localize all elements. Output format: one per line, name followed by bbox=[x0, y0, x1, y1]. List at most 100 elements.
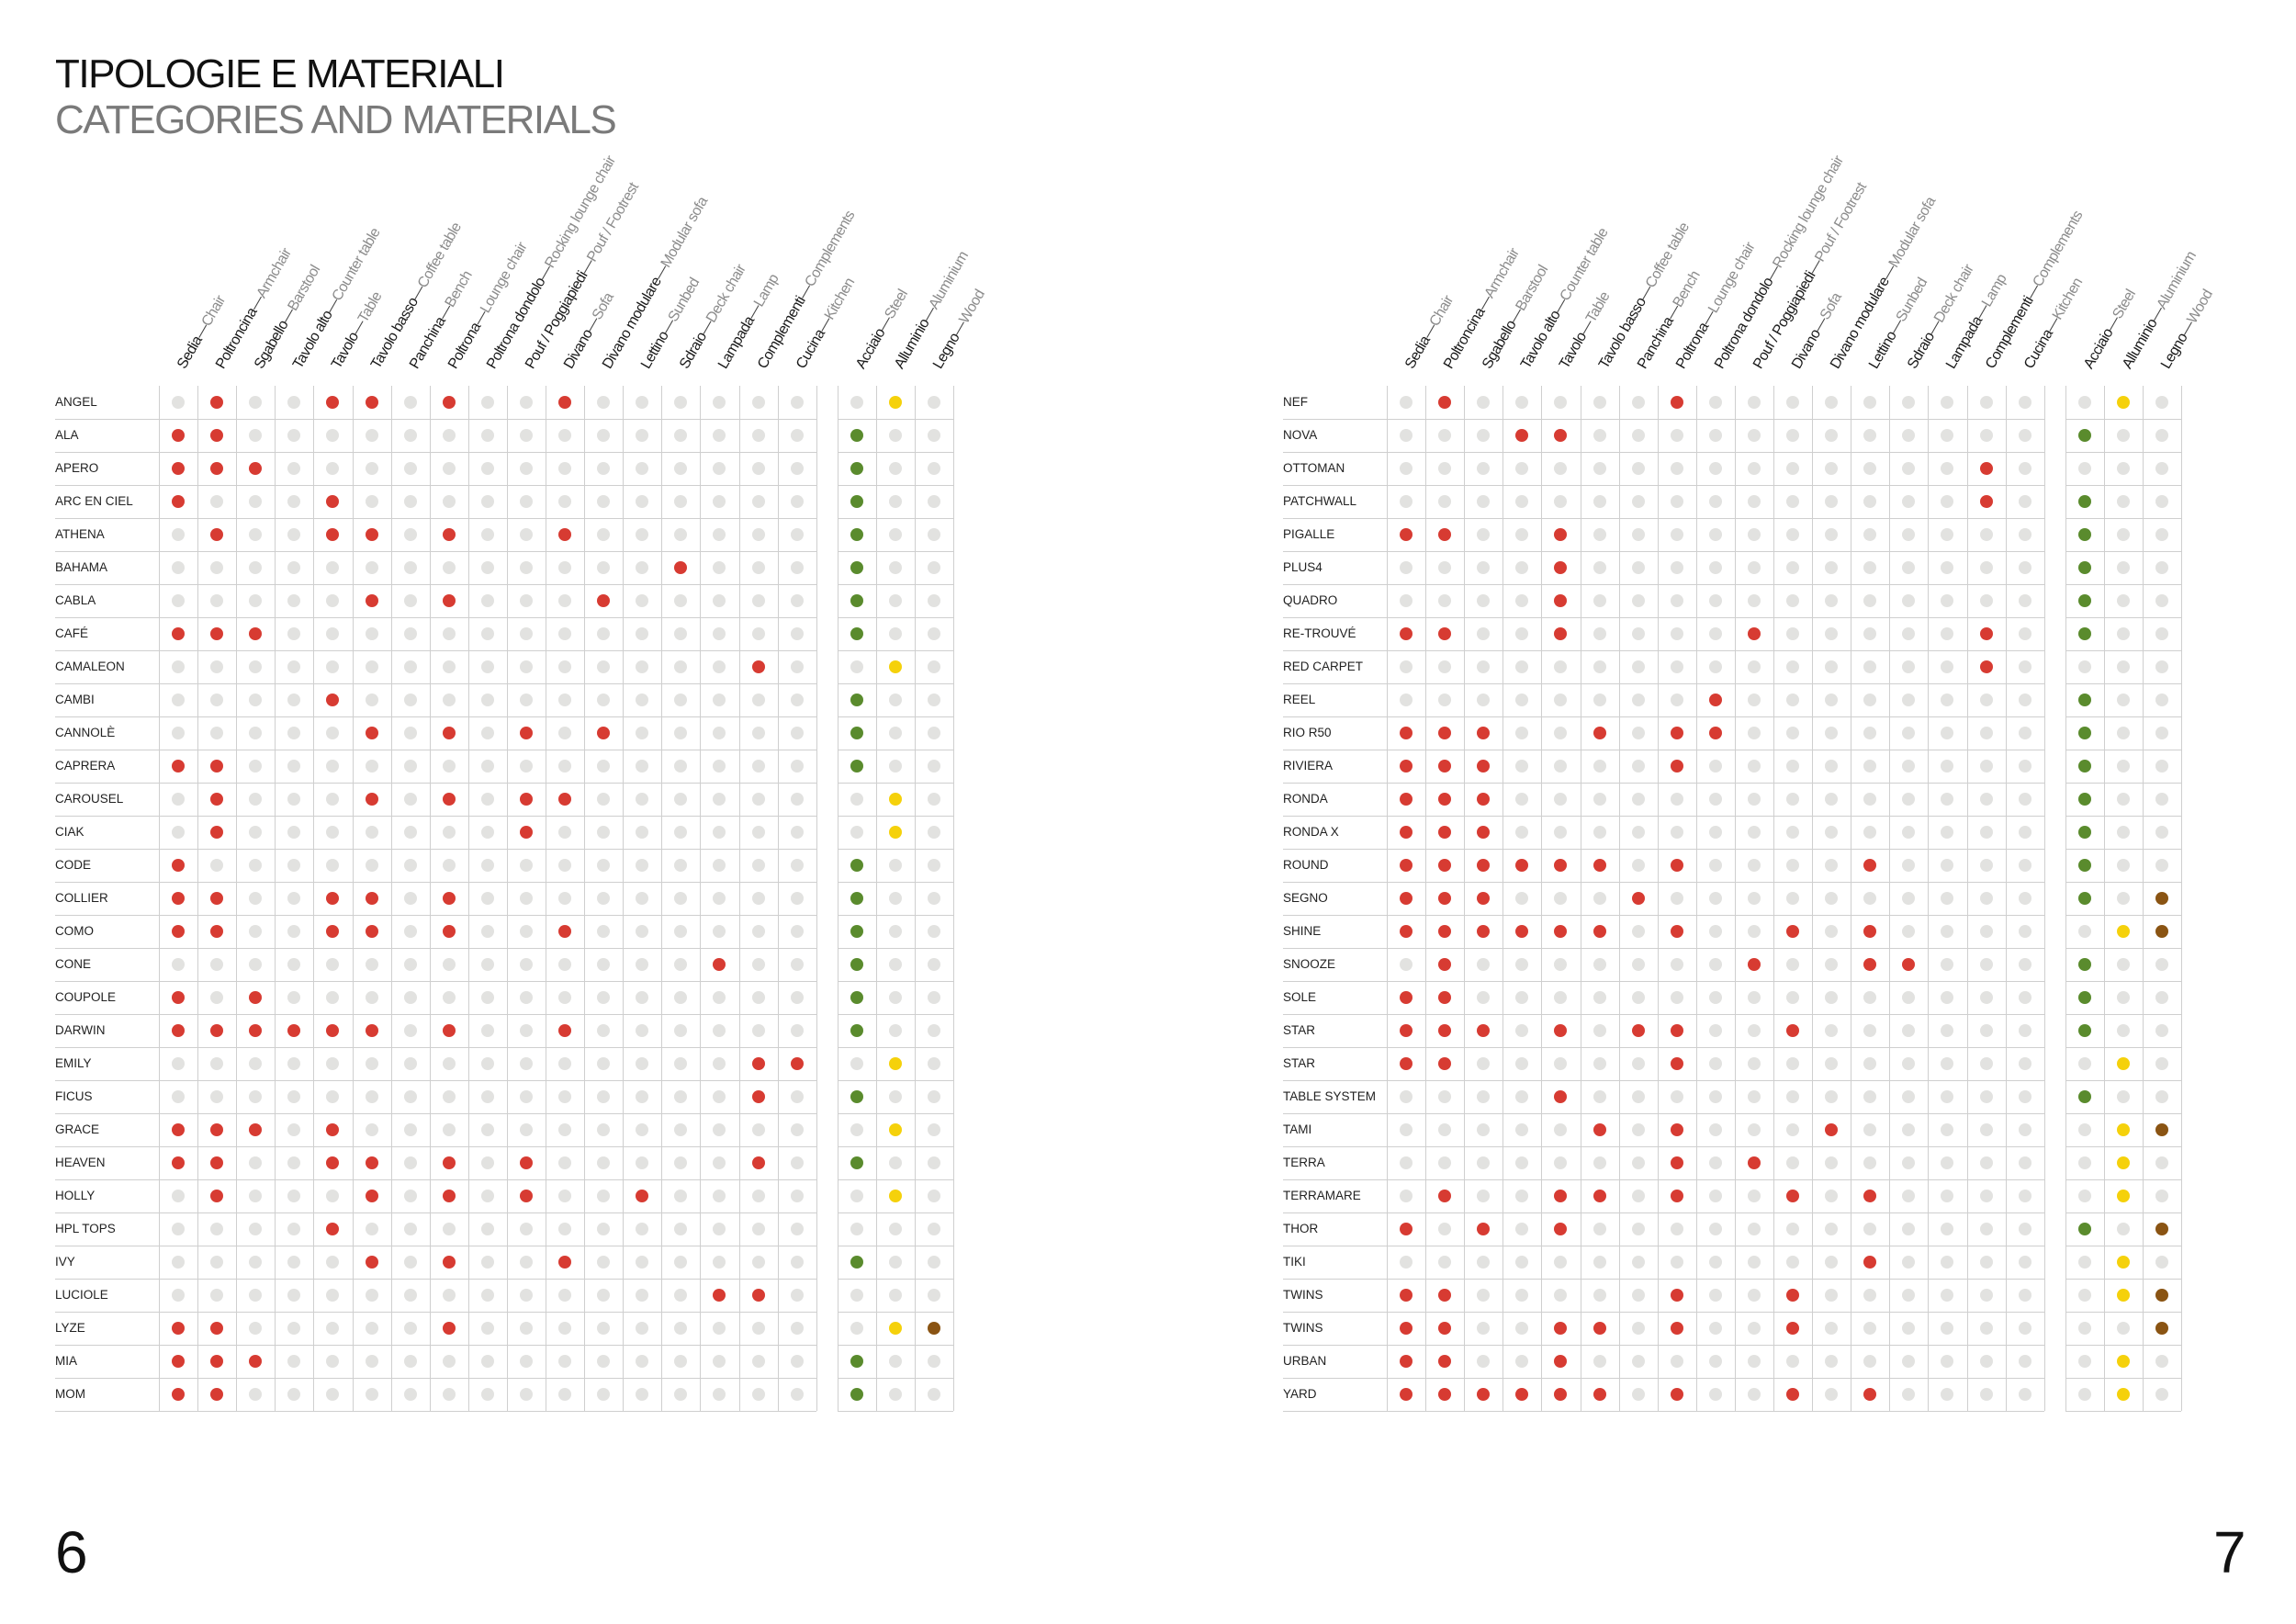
material-dot-empty bbox=[927, 1057, 940, 1070]
category-dot-empty bbox=[1941, 594, 1954, 607]
category-dot-filled bbox=[790, 1057, 804, 1070]
row-divider bbox=[2065, 783, 2181, 784]
category-dot-empty bbox=[442, 859, 456, 872]
category-dot-empty bbox=[674, 1355, 688, 1368]
material-dot-empty bbox=[888, 859, 902, 872]
category-dot-empty bbox=[480, 826, 494, 839]
category-dot-empty bbox=[1670, 462, 1683, 475]
material-dot-empty bbox=[2155, 1057, 2168, 1070]
category-dot-empty bbox=[1438, 561, 1452, 574]
category-dot-empty bbox=[597, 429, 611, 442]
category-dot-empty bbox=[1863, 826, 1877, 839]
category-dot-empty bbox=[172, 1090, 186, 1103]
row-divider bbox=[837, 948, 953, 949]
product-name: PIGALLE bbox=[1283, 527, 1335, 541]
category-dot-empty bbox=[1747, 727, 1761, 739]
category-dot-empty bbox=[2018, 396, 2032, 409]
category-dot-empty bbox=[674, 1289, 688, 1302]
category-dot-empty bbox=[751, 1388, 765, 1401]
material-dot-empty bbox=[2077, 1256, 2091, 1269]
category-dot-empty bbox=[1902, 660, 1916, 673]
category-dot-empty bbox=[558, 1289, 572, 1302]
category-dot-empty bbox=[2018, 859, 2032, 872]
category-dot-empty bbox=[287, 826, 301, 839]
category-dot-empty bbox=[1902, 991, 1916, 1004]
category-dot-filled bbox=[597, 594, 611, 607]
category-dot-empty bbox=[1708, 1123, 1722, 1136]
category-dot-empty bbox=[1825, 396, 1839, 409]
category-dot-empty bbox=[1979, 793, 1993, 806]
product-name: TWINS bbox=[1283, 1321, 1323, 1335]
material-dot-wood bbox=[2155, 925, 2168, 938]
category-dot-empty bbox=[365, 660, 378, 673]
category-dot-empty bbox=[1747, 925, 1761, 938]
category-dot-empty bbox=[1902, 1322, 1916, 1335]
category-dot-empty bbox=[287, 958, 301, 971]
category-dot-empty bbox=[1786, 859, 1800, 872]
category-dot-empty bbox=[1825, 793, 1839, 806]
category-dot-empty bbox=[287, 1090, 301, 1103]
grid-column-divider bbox=[953, 386, 954, 1411]
product-name: NOVA bbox=[1283, 428, 1318, 442]
category-dot-empty bbox=[326, 760, 340, 773]
category-dot-filled bbox=[1400, 826, 1413, 839]
row-divider bbox=[837, 1378, 953, 1379]
category-dot-empty bbox=[790, 694, 804, 706]
category-dot-empty bbox=[1631, 396, 1645, 409]
material-dot-empty bbox=[2116, 760, 2130, 773]
category-dot-empty bbox=[442, 760, 456, 773]
category-dot-empty bbox=[326, 1057, 340, 1070]
category-dot-empty bbox=[1747, 1355, 1761, 1368]
category-dot-empty bbox=[1515, 958, 1529, 971]
material-dot-empty bbox=[927, 660, 940, 673]
category-dot-filled bbox=[1670, 1024, 1683, 1037]
category-dot-empty bbox=[403, 1355, 417, 1368]
category-dot-empty bbox=[403, 1223, 417, 1235]
category-dot-empty bbox=[751, 429, 765, 442]
category-dot-empty bbox=[403, 1256, 417, 1269]
row-divider bbox=[1283, 1279, 2044, 1280]
category-dot-empty bbox=[1825, 1322, 1839, 1335]
category-dot-empty bbox=[1979, 1256, 1993, 1269]
row-divider bbox=[2065, 485, 2181, 486]
category-dot-empty bbox=[674, 1388, 688, 1401]
material-dot-empty bbox=[927, 826, 940, 839]
category-dot-empty bbox=[636, 793, 649, 806]
category-dot-filled bbox=[674, 561, 688, 574]
category-dot-empty bbox=[1941, 694, 1954, 706]
row-divider bbox=[837, 1212, 953, 1213]
material-dot-empty bbox=[2155, 396, 2168, 409]
category-dot-empty bbox=[480, 793, 494, 806]
category-dot-empty bbox=[442, 660, 456, 673]
material-dot-empty bbox=[2155, 793, 2168, 806]
grid-column-divider bbox=[1695, 386, 1697, 1411]
category-dot-filled bbox=[558, 1256, 572, 1269]
category-dot-empty bbox=[172, 528, 186, 541]
category-dot-empty bbox=[674, 1223, 688, 1235]
category-dot-empty bbox=[713, 528, 726, 541]
category-dot-empty bbox=[1400, 694, 1413, 706]
grid-column-divider bbox=[236, 386, 238, 1411]
material-dot-empty bbox=[2116, 462, 2130, 475]
category-dot-empty bbox=[713, 1256, 726, 1269]
product-name: RE-TROUVÉ bbox=[1283, 626, 1356, 640]
category-dot-filled bbox=[1438, 925, 1452, 938]
category-dot-filled bbox=[1477, 1388, 1491, 1401]
grid-column-divider bbox=[661, 386, 663, 1411]
material-dot-empty bbox=[927, 1355, 940, 1368]
category-dot-empty bbox=[1786, 1057, 1800, 1070]
material-dot-empty bbox=[927, 991, 940, 1004]
category-header-it: Cucina bbox=[2020, 326, 2056, 372]
category-dot-filled bbox=[1554, 859, 1568, 872]
category-dot-empty bbox=[1902, 627, 1916, 640]
category-dot-empty bbox=[597, 694, 611, 706]
material-dot-empty bbox=[2155, 429, 2168, 442]
category-dot-empty bbox=[1554, 462, 1568, 475]
material-dot-empty bbox=[2155, 991, 2168, 1004]
category-dot-filled bbox=[442, 1256, 456, 1269]
category-dot-empty bbox=[480, 694, 494, 706]
category-dot-filled bbox=[1438, 1190, 1452, 1202]
category-dot-empty bbox=[1631, 859, 1645, 872]
category-dot-empty bbox=[636, 826, 649, 839]
material-dot-empty bbox=[927, 528, 940, 541]
